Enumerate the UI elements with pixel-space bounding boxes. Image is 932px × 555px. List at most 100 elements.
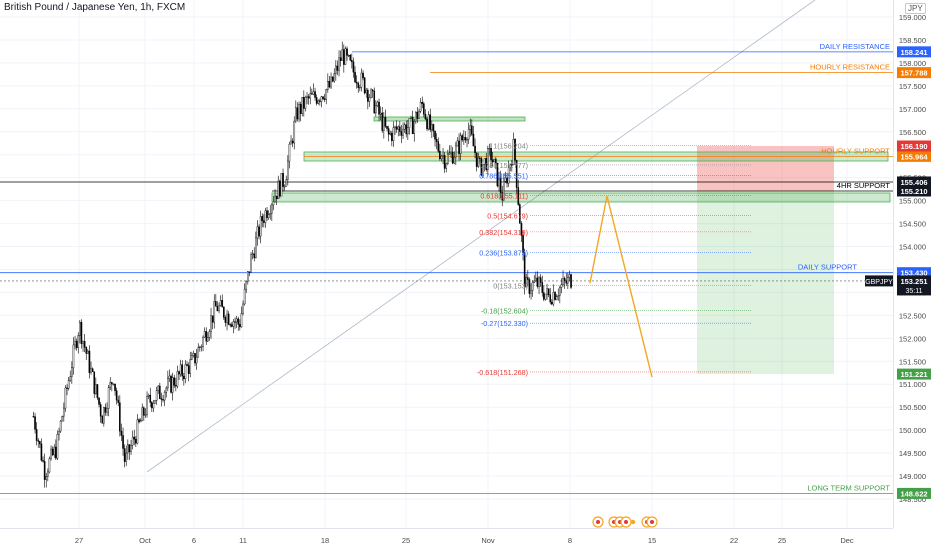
candle xyxy=(327,73,329,93)
candle xyxy=(170,374,172,394)
economic-event-icon[interactable] xyxy=(630,519,636,525)
candle xyxy=(155,386,158,405)
position-target-zone xyxy=(697,190,834,375)
candle xyxy=(215,293,217,307)
candle xyxy=(152,399,155,413)
candle xyxy=(79,320,81,344)
economic-event-icon[interactable] xyxy=(592,516,604,528)
candle xyxy=(379,106,382,121)
fib-label: 0.786(155.551) xyxy=(479,171,528,180)
time-axis: 27 Oct 6 11 18 25 Nov 8 15 22 25 Dec xyxy=(0,528,893,550)
candle xyxy=(125,445,128,467)
candle xyxy=(296,102,299,122)
candle xyxy=(99,401,102,423)
candle xyxy=(499,170,502,199)
price-badge: 157.788 xyxy=(897,67,931,79)
candle xyxy=(525,273,528,288)
svg-text:156.190: 156.190 xyxy=(900,142,927,151)
candle xyxy=(133,429,136,446)
candle xyxy=(192,350,195,358)
candle xyxy=(64,385,67,412)
candle xyxy=(559,285,561,304)
candle xyxy=(176,365,179,389)
candle xyxy=(213,294,216,329)
candle xyxy=(243,283,246,306)
candle xyxy=(290,135,292,145)
candle xyxy=(371,89,374,98)
candle xyxy=(274,189,276,203)
candle xyxy=(219,295,222,307)
candle xyxy=(560,278,563,294)
economic-event-icon[interactable] xyxy=(646,516,658,528)
current-price-badge: GBPJPY 153.251 35:11 xyxy=(865,275,931,296)
candle xyxy=(119,395,121,437)
candle xyxy=(530,283,532,300)
grid xyxy=(0,0,893,528)
candle xyxy=(69,370,72,382)
candle xyxy=(387,125,390,142)
price-badge: 148.622 xyxy=(897,487,931,499)
candle xyxy=(339,50,342,67)
candle xyxy=(197,343,200,358)
candle xyxy=(466,137,468,148)
candle xyxy=(347,54,350,58)
candle xyxy=(383,111,385,139)
candle xyxy=(362,70,364,81)
candle xyxy=(216,301,219,312)
candle xyxy=(456,137,459,147)
candle xyxy=(351,53,353,69)
candle xyxy=(251,250,254,260)
candle xyxy=(263,214,265,228)
candle xyxy=(418,108,420,119)
price-tick-label: 150.500 xyxy=(899,403,926,412)
candle xyxy=(103,406,105,427)
candle xyxy=(90,361,92,375)
currency-button[interactable]: JPY xyxy=(905,3,926,14)
candle xyxy=(391,130,393,147)
candle xyxy=(98,397,100,408)
candle xyxy=(394,125,396,135)
support-zone-4hr xyxy=(271,192,891,203)
time-tick-label: 25 xyxy=(402,536,410,545)
candle xyxy=(130,439,132,456)
price-tick-label: 151.500 xyxy=(899,357,926,366)
candle xyxy=(447,149,449,166)
candle xyxy=(61,415,64,422)
candle xyxy=(178,370,180,380)
candle xyxy=(392,121,395,147)
economic-event-icon[interactable] xyxy=(620,516,632,528)
candle xyxy=(451,146,454,165)
candle xyxy=(376,100,379,108)
candle xyxy=(127,439,129,460)
candle xyxy=(309,86,312,105)
candle xyxy=(117,395,120,407)
position-stop-zone xyxy=(697,145,834,191)
candle xyxy=(323,93,326,102)
candle xyxy=(549,287,552,305)
candle xyxy=(304,95,307,112)
candle xyxy=(443,151,446,173)
candle xyxy=(48,456,51,474)
price-series xyxy=(32,41,572,488)
fib-label: -0.27(152.330) xyxy=(481,319,528,328)
candle xyxy=(480,156,483,177)
candle xyxy=(50,445,52,461)
candle xyxy=(568,270,571,282)
price-axis: 159.000 158.500 158.000 157.500 157.000 156.5… xyxy=(865,0,932,550)
candle xyxy=(423,101,425,118)
candle xyxy=(245,280,248,293)
candle xyxy=(407,120,409,141)
candle xyxy=(402,122,404,139)
candle xyxy=(189,351,192,378)
candle xyxy=(330,72,332,90)
candle xyxy=(325,88,328,105)
fib-label: -0.618(151.268) xyxy=(477,368,528,377)
candle xyxy=(455,141,457,165)
time-tick-label: 18 xyxy=(321,536,329,545)
candle xyxy=(248,271,251,277)
candle xyxy=(483,158,486,172)
candle xyxy=(429,108,432,133)
candle xyxy=(77,332,80,354)
